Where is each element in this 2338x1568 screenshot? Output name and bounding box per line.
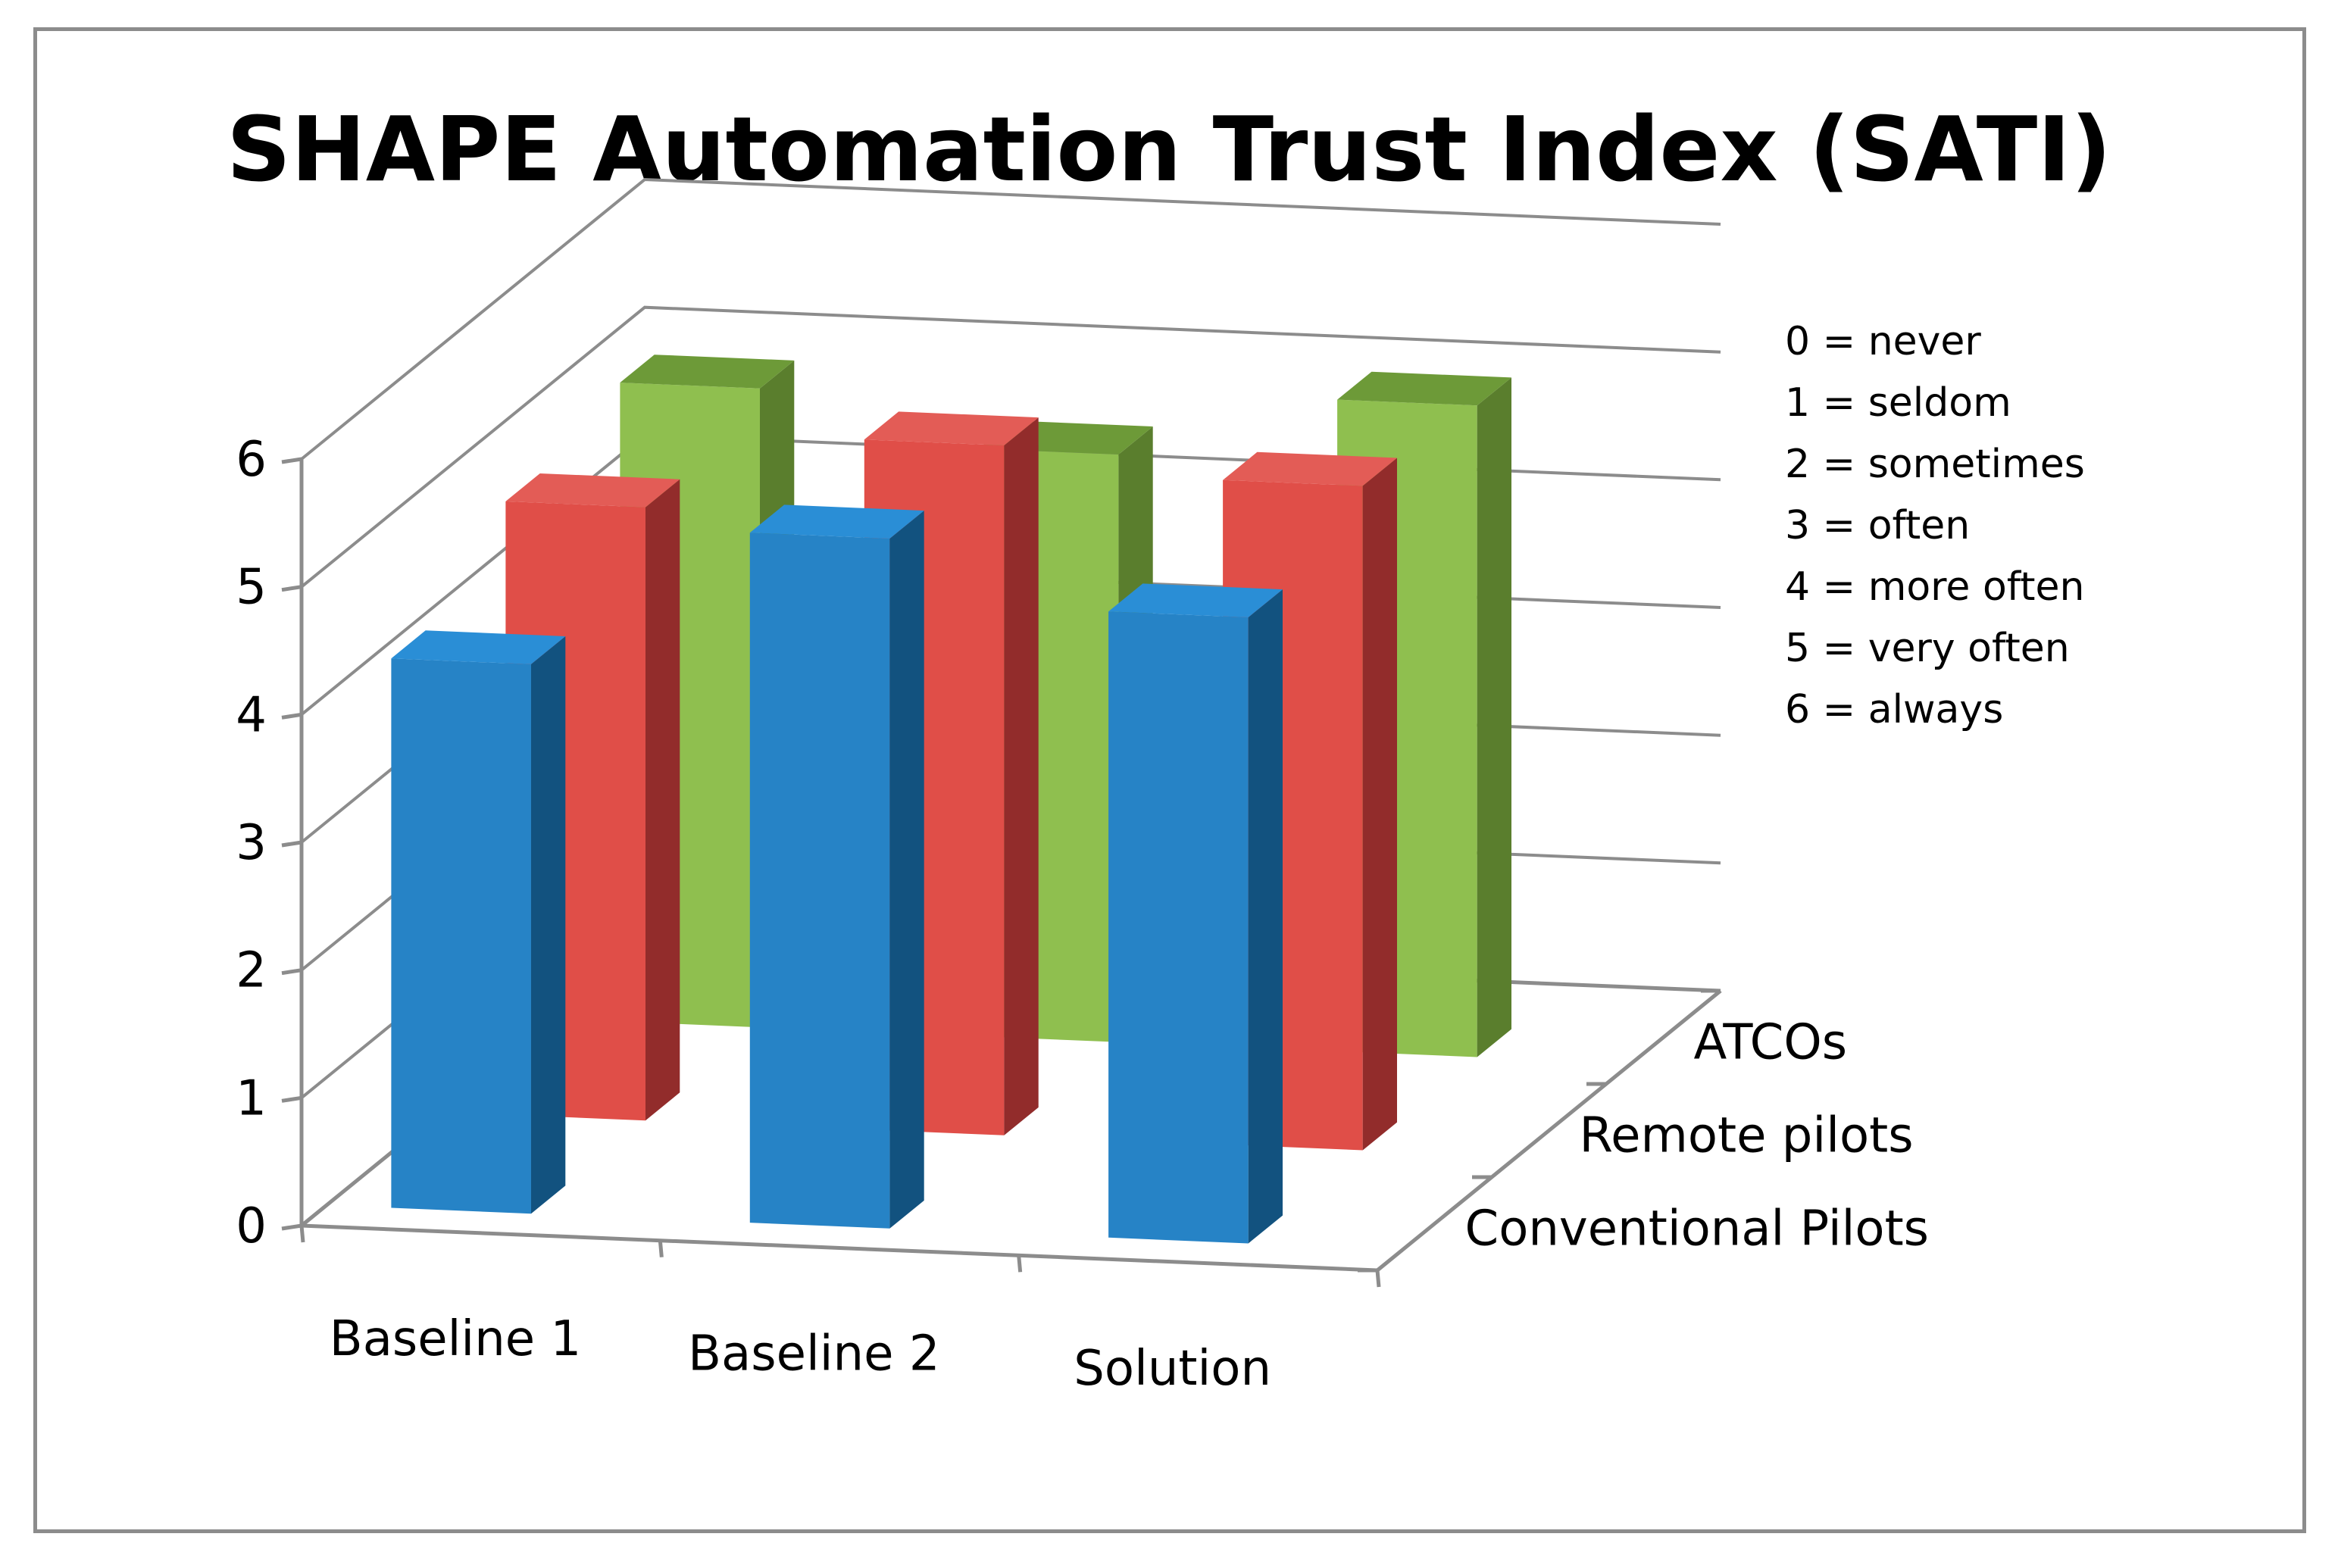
axis-layer: [281, 457, 1722, 1288]
y-tick-mark-5: [281, 585, 302, 592]
series-label: Remote pilots: [1580, 1108, 1914, 1164]
y-tick-mark-6: [281, 457, 302, 464]
bars-layer: [391, 355, 1511, 1244]
bar-conventional-pilots-0: [391, 630, 566, 1214]
labels-layer: 0 1 2 3 4 5 6 Baseline 1 Baseline 2 Solution Conve…: [236, 432, 1929, 1397]
scale-note-2: 2 = sometimes: [1785, 442, 2085, 487]
x-category-label: Solution: [1074, 1341, 1271, 1397]
y-tick-label-2: 2: [236, 943, 267, 999]
x-category-label: Baseline 2: [688, 1326, 939, 1382]
scale-notes: 0 = never 1 = seldom 2 = sometimes 3 = o…: [1785, 319, 2085, 732]
depth-axis-line: [1376, 989, 1722, 1272]
y-tick-label-0: 0: [236, 1198, 267, 1254]
scale-note-6: 6 = always: [1785, 687, 2003, 732]
scale-note-3: 3 = often: [1785, 503, 1970, 548]
y-tick-mark-2: [281, 968, 302, 976]
y-tick-label-3: 3: [236, 815, 267, 871]
gridline-6: [300, 177, 1721, 461]
bar-conventional-pilots-2: [1108, 583, 1283, 1244]
x-tick-mark-2: [1017, 1255, 1023, 1273]
scale-note-5: 5 = very often: [1785, 626, 2070, 671]
y-tick-mark-4: [281, 712, 302, 720]
gridline-5: [300, 305, 1721, 589]
y-tick-label-5: 5: [236, 560, 267, 616]
y-tick-mark-3: [281, 840, 302, 848]
scale-note-0: 0 = never: [1785, 319, 1981, 364]
scale-note-4: 4 = more often: [1785, 564, 2084, 610]
y-tick-mark-0: [281, 1223, 302, 1231]
x-tick-mark-1: [658, 1240, 664, 1257]
x-tick-mark-3: [1375, 1270, 1381, 1288]
x-category-label: Baseline 1: [330, 1311, 581, 1367]
scale-note-1: 1 = seldom: [1785, 380, 2011, 426]
x-tick-mark-0: [299, 1225, 305, 1243]
y-tick-label-4: 4: [236, 687, 267, 743]
series-label: Conventional Pilots: [1465, 1201, 1930, 1257]
series-label: ATCOs: [1694, 1015, 1848, 1071]
y-tick-label-6: 6: [236, 432, 267, 488]
y-tick-label-1: 1: [236, 1070, 267, 1126]
y-tick-mark-1: [281, 1095, 302, 1103]
x-axis-line: [301, 1223, 1378, 1273]
bar-conventional-pilots-1: [749, 504, 924, 1229]
chart-title: SHAPE Automation Trust Index (SATI): [227, 97, 2111, 201]
